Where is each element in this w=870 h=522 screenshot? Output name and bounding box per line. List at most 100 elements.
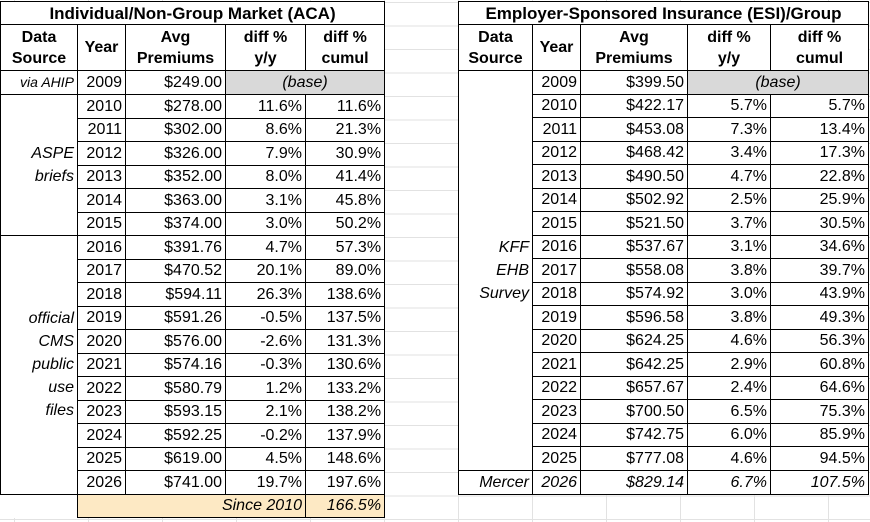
diff-cumul: 57.3% <box>304 235 386 260</box>
data-row: ASPE briefs 2010 $278.00 11.6% 11.6% <box>0 94 386 236</box>
data-row: 2025 $619.00 4.5% 148.6% <box>1 446 386 471</box>
data-row: 2022 $580.79 1.2% 133.2% <box>1 376 386 401</box>
data-row: 2015 $521.50 3.7% 30.5% <box>459 211 869 236</box>
column-header: Year <box>77 24 126 71</box>
diff-cumul: 30.5% <box>770 211 869 236</box>
diff-yy: 6.5% <box>687 399 771 424</box>
avg-premium: $593.15 <box>125 399 226 424</box>
text-line: diff % <box>797 28 842 46</box>
data-row: 2026 $741.00 19.7% 197.6% <box>1 470 386 495</box>
column-header: diff % y/y <box>225 24 306 71</box>
column-header: diff % cumul <box>304 24 386 71</box>
avg-premium: $537.67 <box>580 234 688 259</box>
column-header: Avg Premiums <box>580 24 688 71</box>
data-row: 2020 $576.00 -2.6% 131.3% <box>1 329 386 354</box>
text-line: briefs <box>34 168 74 185</box>
diff-cumul: 138.2% <box>304 399 386 424</box>
diff-cumul: 64.6% <box>770 375 869 400</box>
year: 2024 <box>532 422 581 447</box>
year: 2013 <box>77 164 126 189</box>
year: 2023 <box>77 399 126 424</box>
diff-cumul: 85.9% <box>770 422 869 447</box>
avg-premium: $521.50 <box>580 211 688 236</box>
text-line: Avg <box>160 28 191 46</box>
diff-yy: 3.1% <box>687 234 771 259</box>
avg-premium: $700.50 <box>580 399 688 424</box>
diff-cumul: 22.8% <box>770 164 869 189</box>
diff-cumul: 49.3% <box>770 305 869 330</box>
title-row: Employer-Sponsored Insurance (ESI)/Group <box>458 1 869 25</box>
avg-premium: $580.79 <box>125 376 226 401</box>
data-row: 2024 $742.75 6.0% 85.9% <box>459 422 869 447</box>
diff-cumul: 11.6% <box>304 94 386 119</box>
text-line: Survey <box>479 284 529 302</box>
diff-cumul: 148.6% <box>304 446 386 471</box>
year: 2018 <box>77 282 126 307</box>
table-title: Employer-Sponsored Insurance (ESI)/Group <box>458 1 869 25</box>
text-line: public <box>32 356 74 374</box>
data-row: 2017 $558.08 3.8% 39.7% <box>459 258 869 283</box>
diff-yy: 3.0% <box>225 211 306 236</box>
text-line: KFF <box>498 238 529 256</box>
text-line: CMS <box>38 333 74 351</box>
header-row: Data Source Year Avg Premiums diff % y/y diff %… <box>458 24 869 71</box>
diff-yy: 4.7% <box>687 164 771 189</box>
diff-yy: -0.5% <box>225 305 306 330</box>
avg-premium: $591.26 <box>125 305 226 330</box>
diff-cumul: 75.3% <box>770 399 869 424</box>
year: 2020 <box>77 329 126 354</box>
diff-cumul: 43.9% <box>770 281 869 306</box>
text-line: ASPE <box>31 145 74 162</box>
data-row: official CMS public use files 2016 $391.76 4.7%… <box>0 235 386 495</box>
table-title: Individual/Non-Group Market (ACA) <box>0 1 386 25</box>
diff-cumul: 137.9% <box>304 423 386 448</box>
avg-premium: $594.11 <box>125 282 226 307</box>
data-row: 2021 $574.16 -0.3% 130.6% <box>1 352 386 377</box>
data-row: via AHIP 2009 $249.00 (base) <box>0 70 386 95</box>
avg-premium: $374.00 <box>125 211 226 236</box>
year: 2014 <box>77 188 126 213</box>
data-source: KFF EHB Survey <box>458 70 533 471</box>
diff-yy: -0.2% <box>225 423 306 448</box>
diff-yy: 4.7% <box>225 235 306 260</box>
text-line: diff % <box>707 28 751 46</box>
diff-yy: 3.0% <box>687 281 771 306</box>
data-source: Mercer <box>458 469 533 495</box>
column-header: Data Source <box>458 24 533 71</box>
avg-premium: $249.00 <box>125 70 226 95</box>
title-row: Individual/Non-Group Market (ACA) <box>0 1 386 25</box>
column-header: Avg Premiums <box>125 24 226 71</box>
diff-cumul: 131.3% <box>304 329 386 354</box>
avg-premium: $624.25 <box>580 328 688 353</box>
year: 2022 <box>532 375 581 400</box>
diff-cumul: 50.2% <box>304 211 386 236</box>
data-table: Individual/Non-Group Market (ACA) Data Sou… <box>0 1 386 518</box>
year: 2020 <box>532 328 581 353</box>
header-row: Data Source Year Avg Premiums diff % y/y diff %… <box>0 24 386 71</box>
data-row: 2018 $574.92 3.0% 43.9% <box>459 281 869 306</box>
column-header: diff % y/y <box>687 24 771 71</box>
diff-yy: 3.7% <box>687 211 771 236</box>
base-label: (base) <box>224 70 386 95</box>
year: 2025 <box>532 446 581 471</box>
avg-premium: $399.50 <box>580 70 688 95</box>
year: 2010 <box>532 93 581 118</box>
diff-yy: 4.6% <box>687 328 771 353</box>
base-label: (base) <box>687 70 869 95</box>
diff-yy: 26.3% <box>225 282 306 307</box>
data-row: 2011 $302.00 8.6% 21.3% <box>1 117 386 142</box>
data-row: 2017 $470.52 20.1% 89.0% <box>1 258 386 283</box>
avg-premium: $490.50 <box>580 164 688 189</box>
year: 2011 <box>77 117 126 142</box>
text-line: Premiums <box>595 49 673 67</box>
year: 2016 <box>77 235 126 260</box>
column-header: diff % cumul <box>770 24 869 71</box>
data-row: 2014 $502.92 2.5% 25.9% <box>459 187 869 212</box>
diff-cumul: 197.6% <box>304 470 386 495</box>
diff-yy: 8.0% <box>225 164 306 189</box>
avg-premium: $352.00 <box>125 164 226 189</box>
diff-yy: 4.6% <box>687 446 771 471</box>
avg-premium: $574.92 <box>580 281 688 306</box>
data-table: Employer-Sponsored Insurance (ESI)/Group… <box>458 1 869 495</box>
column-header: Year <box>532 24 581 71</box>
